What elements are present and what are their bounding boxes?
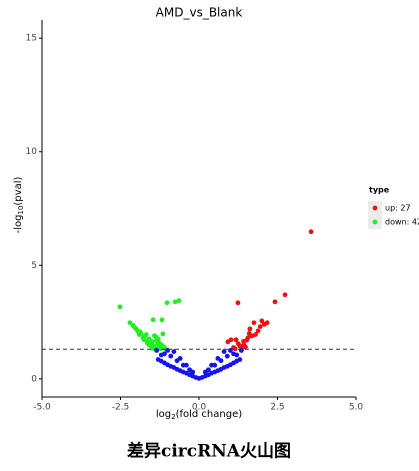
point	[150, 317, 156, 323]
y-tick-label: 5	[31, 261, 37, 271]
point	[164, 300, 170, 306]
point	[238, 348, 244, 353]
point	[152, 333, 157, 339]
point	[168, 353, 174, 359]
x-tick-label: -5.0	[33, 403, 51, 413]
point	[225, 339, 231, 345]
x-label-sub: 2	[171, 413, 175, 421]
point	[215, 355, 221, 361]
y-label-part: -log	[13, 215, 24, 234]
chart-title: AMD_vs_Blank	[156, 6, 243, 20]
point	[272, 299, 278, 305]
point	[234, 352, 240, 358]
point	[253, 332, 258, 337]
point	[130, 323, 136, 328]
point	[244, 337, 250, 343]
y-label-part: (pval)	[13, 177, 24, 206]
x-tick-label: 5.0	[349, 403, 364, 413]
point	[247, 326, 253, 332]
point	[154, 348, 160, 353]
x-tick-label: 2.5	[270, 403, 284, 413]
point	[259, 318, 265, 324]
point	[251, 320, 257, 326]
point	[143, 332, 149, 337]
point	[159, 317, 165, 323]
point	[232, 346, 238, 352]
point	[308, 229, 314, 235]
point	[136, 332, 142, 337]
y-tick-label: 10	[26, 147, 38, 157]
x-label-part: log	[156, 409, 171, 420]
point	[243, 344, 248, 350]
point	[237, 357, 243, 362]
legend-label: down: 42	[385, 218, 419, 227]
point	[155, 336, 161, 342]
point	[141, 337, 147, 343]
point	[261, 321, 267, 327]
point	[224, 353, 230, 359]
point	[165, 348, 171, 353]
point	[158, 352, 164, 358]
y-tick-label: 0	[31, 374, 37, 384]
legend-key	[372, 205, 378, 211]
point	[171, 349, 177, 354]
x-tick-label: 0.0	[192, 403, 207, 413]
point	[190, 369, 196, 375]
legend-title: type	[369, 186, 390, 195]
point	[209, 362, 214, 368]
point	[246, 331, 252, 336]
caption: 差异circRNA火山图	[127, 441, 291, 462]
point	[117, 304, 123, 310]
point	[184, 362, 189, 368]
point	[155, 357, 161, 362]
point	[221, 349, 227, 354]
y-axis-label: -log10(pval)	[13, 177, 25, 234]
point	[133, 326, 139, 332]
y-label-sub: 10	[17, 206, 25, 215]
point	[233, 337, 239, 343]
point	[257, 324, 263, 329]
x-tick-label: -2.5	[112, 403, 130, 413]
point	[150, 345, 155, 351]
legend-label: up: 27	[385, 204, 411, 213]
point	[176, 298, 182, 304]
point	[235, 341, 241, 347]
point	[177, 355, 183, 361]
point	[255, 328, 261, 334]
point	[228, 348, 233, 353]
x-axis-label: log2(fold change)	[156, 409, 242, 421]
x-label-part: (fold change)	[176, 409, 243, 420]
point	[202, 369, 208, 375]
point	[146, 342, 152, 348]
point	[127, 320, 133, 326]
point	[160, 343, 165, 349]
y-tick-label: 15	[26, 34, 37, 44]
point	[172, 299, 178, 305]
legend-key	[372, 219, 378, 225]
point	[282, 292, 288, 298]
point	[235, 300, 241, 306]
point	[160, 331, 166, 337]
